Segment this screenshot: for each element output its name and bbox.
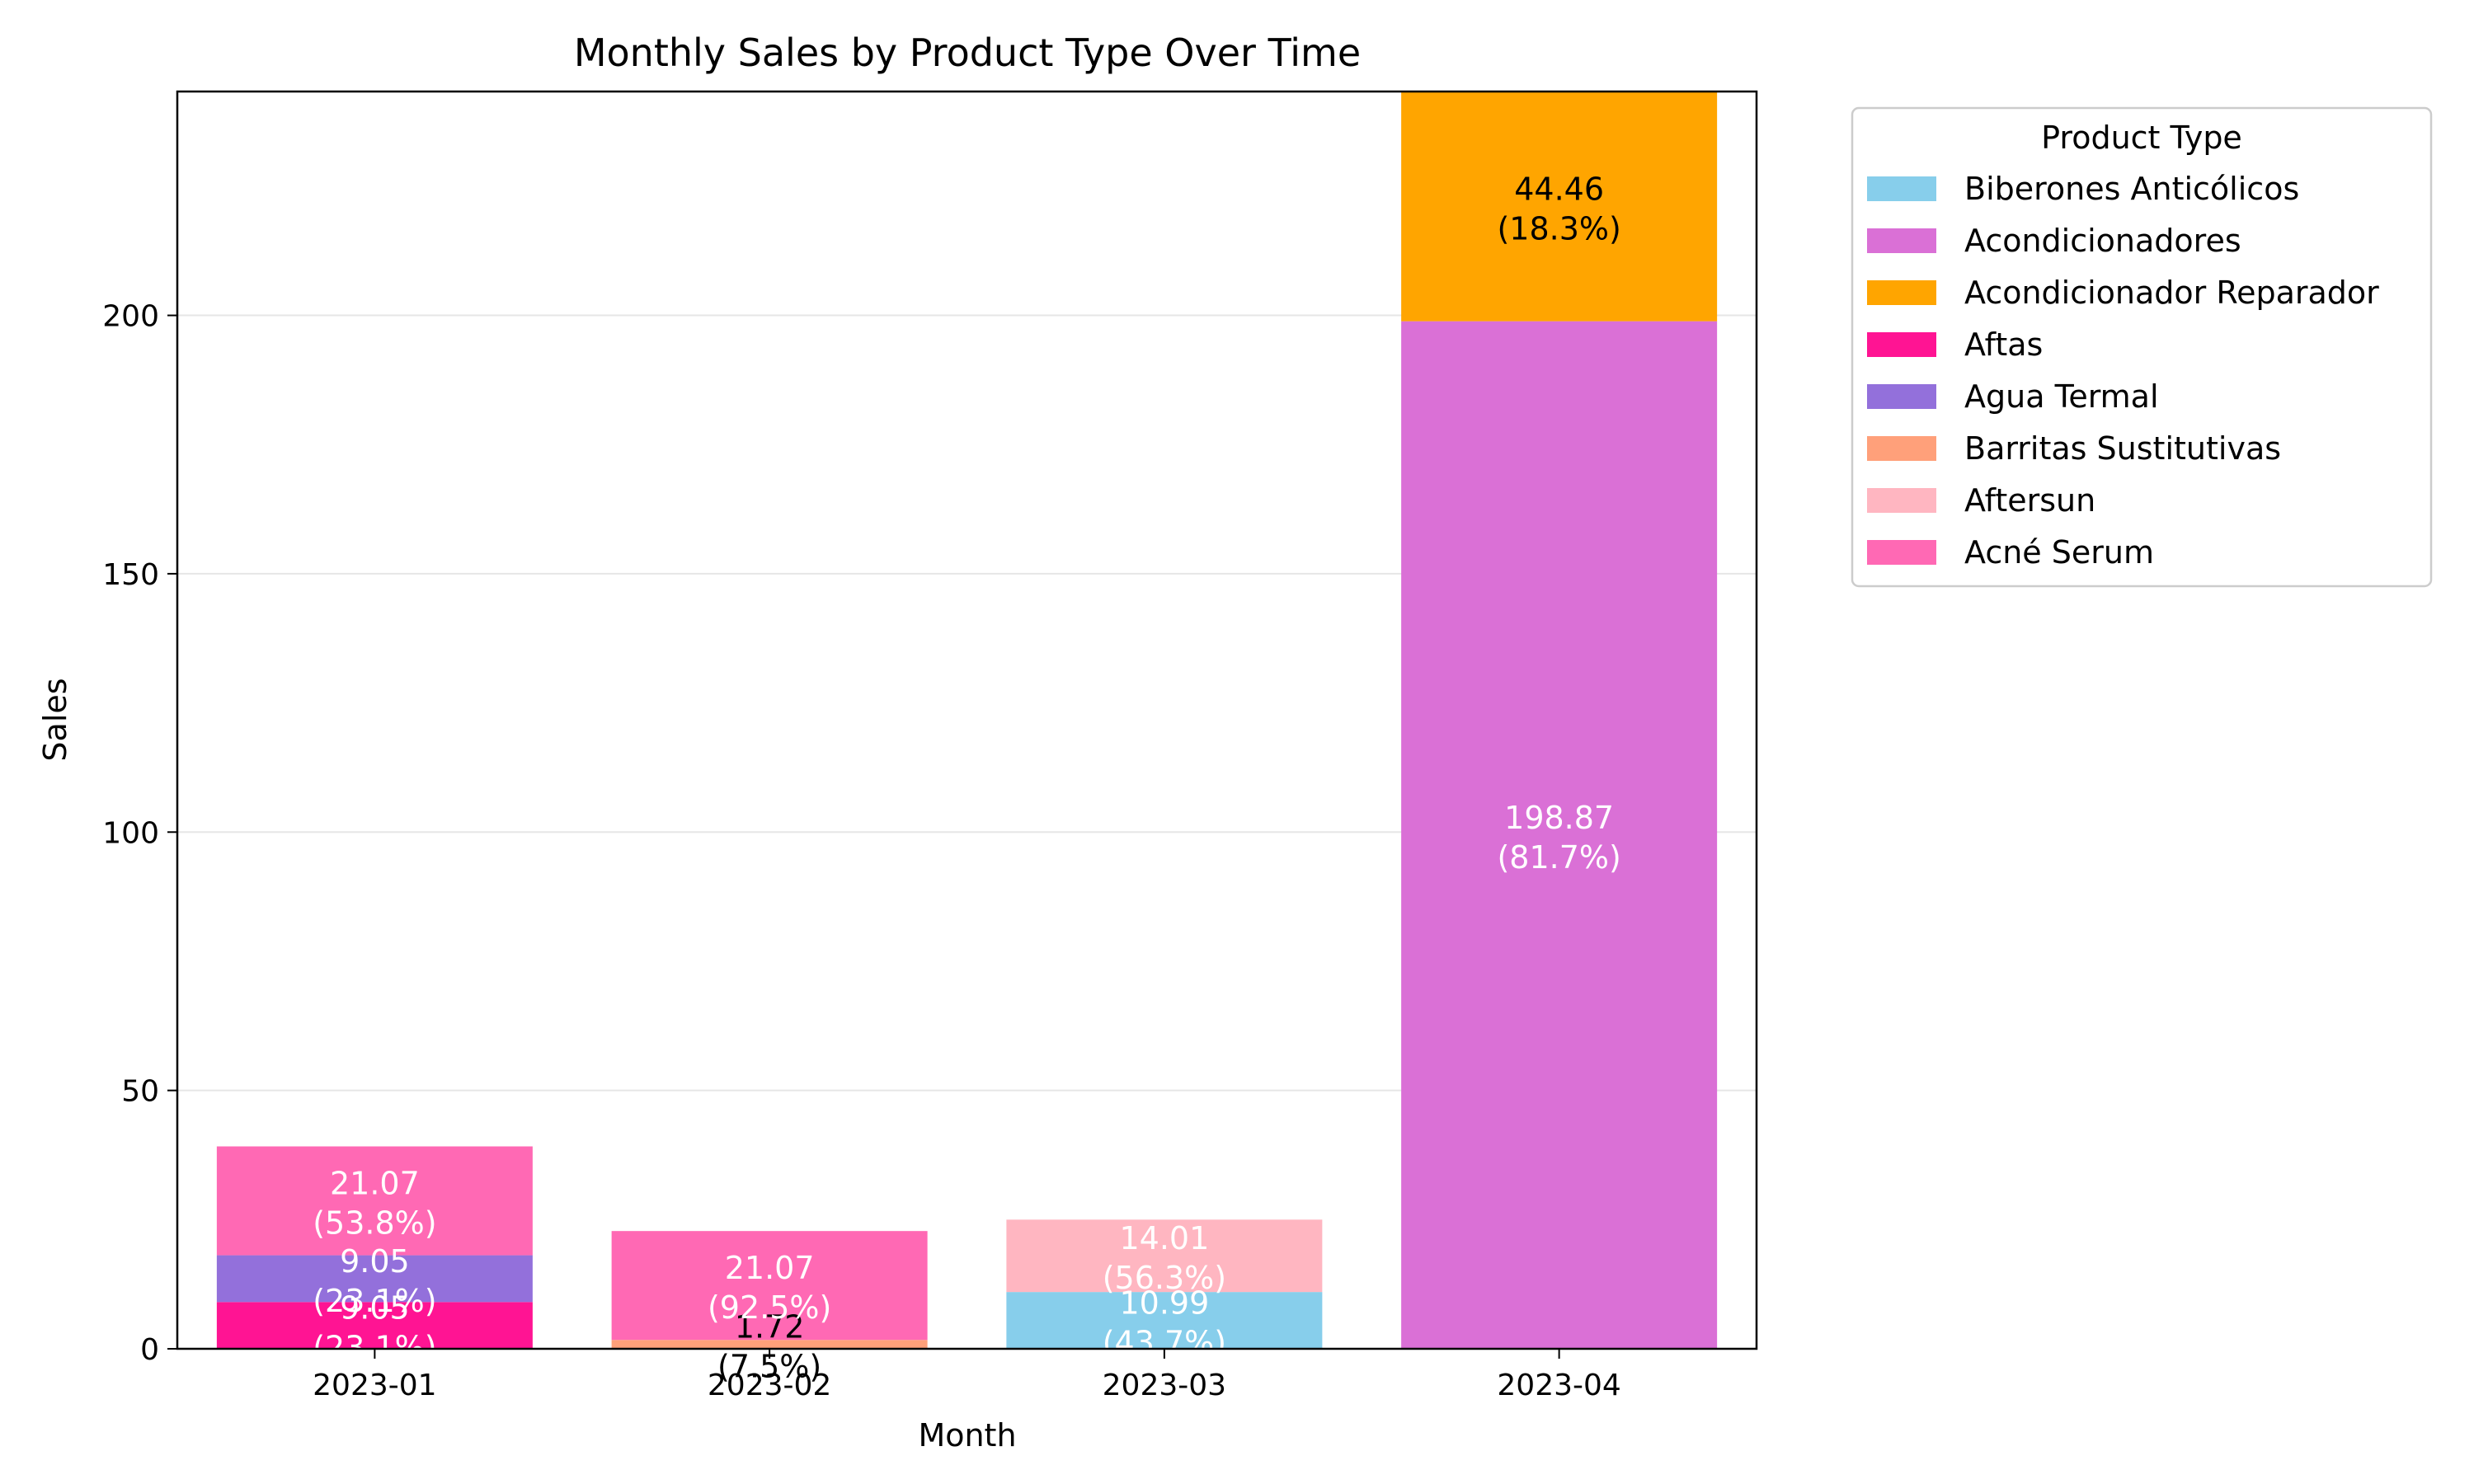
legend-label: Acondicionador Reparador xyxy=(1964,275,2379,311)
bar-segment xyxy=(611,1340,928,1349)
bar-percent-label: (92.5%) xyxy=(708,1289,831,1326)
bar-segment xyxy=(216,1146,533,1256)
y-tick-label: 150 xyxy=(102,558,159,592)
legend-swatch xyxy=(1867,280,1936,305)
bar-value-label: 44.46 xyxy=(1514,171,1604,207)
legend-swatch xyxy=(1867,332,1936,357)
legend-frame xyxy=(1851,106,2433,588)
legend-items: Biberones Anticólicos Acondicionadores Aco… xyxy=(1867,171,2379,571)
legend-label: Biberones Anticólicos xyxy=(1964,171,2299,207)
x-tick-label: 2023-02 xyxy=(708,1369,831,1402)
bar-percent-label: (18.3%) xyxy=(1497,210,1620,247)
x-tick-label: 2023-01 xyxy=(313,1369,436,1402)
bar-value-label: 14.01 xyxy=(1119,1220,1209,1256)
legend-swatch xyxy=(1867,488,1936,513)
bar-value-label: 9.05 xyxy=(340,1290,410,1327)
legend-label: Agua Termal xyxy=(1964,378,2159,415)
chart-title: Monthly Sales by Product Type Over Time xyxy=(574,31,1361,75)
x-axis-label: Month xyxy=(918,1417,1016,1453)
x-tick-label: 2023-03 xyxy=(1103,1369,1226,1402)
bar-value-label: 198.87 xyxy=(1504,800,1614,836)
y-axis: 0 50 100 150 200 xyxy=(102,300,177,1367)
bar-segment xyxy=(216,1302,533,1349)
legend-swatch xyxy=(1867,540,1936,565)
legend-label: Acondicionadores xyxy=(1964,223,2241,259)
bar-percent-label: (53.8%) xyxy=(313,1205,436,1242)
bar-segment xyxy=(216,1255,533,1303)
bars xyxy=(216,92,1718,1349)
bar-percent-label: (23.1%) xyxy=(313,1283,436,1319)
bar-value-label: 21.07 xyxy=(330,1166,420,1202)
y-tick-label: 100 xyxy=(102,816,159,850)
bar-segment xyxy=(611,1231,928,1341)
plot-frame xyxy=(176,90,1758,1350)
bar-segment xyxy=(1006,1292,1323,1349)
bar-value-label: 1.72 xyxy=(735,1309,805,1345)
bar-segment xyxy=(1006,1219,1323,1293)
bar-segment xyxy=(1401,321,1718,1349)
y-axis-label: Sales xyxy=(37,678,73,761)
x-axis: 2023-01 2023-02 2023-03 2023-04 xyxy=(313,1349,1621,1402)
legend-title: Product Type xyxy=(2041,120,2242,156)
bar-percent-label: (81.7%) xyxy=(1497,839,1620,876)
y-tick-label: 50 xyxy=(121,1075,159,1109)
bar-value-label: 10.99 xyxy=(1119,1285,1209,1322)
legend-label: Acné Serum xyxy=(1964,534,2154,571)
y-tick-label: 200 xyxy=(102,300,159,334)
legend-label: Aftersun xyxy=(1964,482,2095,519)
legend-swatch xyxy=(1867,436,1936,461)
bar-percent-label: (56.3%) xyxy=(1103,1260,1226,1296)
legend-label: Aftas xyxy=(1964,326,2043,363)
legend-swatch xyxy=(1867,384,1936,409)
bar-value-label: 21.07 xyxy=(725,1250,815,1286)
legend: Product Type Biberones Anticólicos Acondi… xyxy=(1851,106,2433,588)
legend-swatch xyxy=(1867,228,1936,253)
bar-labels: 9.05(23.1%)9.05(23.1%)21.07(53.8%)1.72(7… xyxy=(313,171,1621,1384)
bar-value-label: 9.05 xyxy=(340,1243,410,1280)
x-tick-label: 2023-04 xyxy=(1497,1369,1620,1402)
y-tick-label: 0 xyxy=(140,1333,159,1367)
legend-label: Barritas Sustitutivas xyxy=(1964,430,2281,467)
bar-percent-label: (23.1%) xyxy=(313,1330,436,1366)
bar-segment xyxy=(1401,92,1718,322)
legend-swatch xyxy=(1867,176,1936,201)
